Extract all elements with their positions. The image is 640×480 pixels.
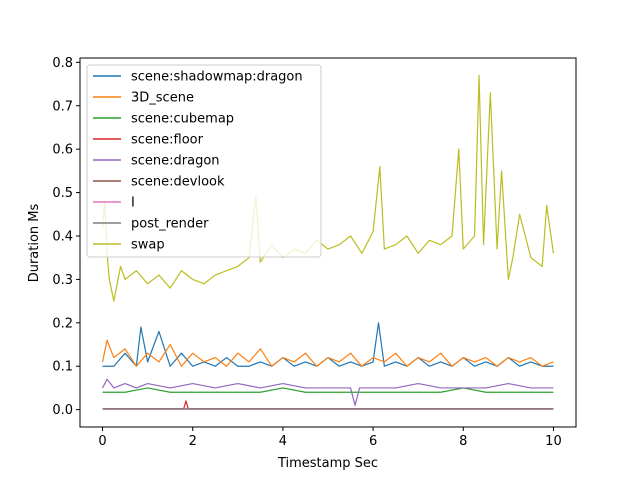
legend-label-2: scene:cubemap (131, 112, 234, 127)
x-axis-label: Timestamp Sec (277, 456, 378, 471)
y-tick-label: 0.7 (52, 99, 73, 114)
x-tick-label: 0 (98, 434, 106, 449)
legend-label-5: scene:devlook (131, 175, 225, 190)
y-tick-label: 0.1 (52, 360, 73, 375)
legend-label-0: scene:shadowmap:dragon (131, 70, 303, 85)
series-line-2 (102, 387, 554, 393)
legend-box (86, 64, 322, 258)
legend: scene:shadowmap:dragon 3D_scene scene:cube… (86, 64, 322, 258)
y-tick-label: 0.3 (52, 273, 73, 288)
legend-label-3: scene:floor (131, 133, 204, 148)
x-tick-label: 2 (189, 434, 197, 449)
plot-frame (79, 57, 577, 428)
y-tick-label: 0.6 (52, 143, 73, 158)
x-tick-label: 4 (279, 434, 287, 449)
y-axis-label: Duration Ms (27, 203, 42, 282)
legend-label-8: swap (131, 238, 165, 253)
x-tick-label: 8 (459, 434, 467, 449)
legend-label-7: post_render (131, 217, 209, 232)
y-tick-label: 0.2 (52, 316, 73, 331)
series-line-8 (101, 74, 555, 302)
x-tick-label: 6 (369, 434, 377, 449)
x-tick-label: 10 (545, 434, 562, 449)
legend-label-4: scene:dragon (131, 154, 220, 169)
series-line-4 (102, 378, 554, 406)
y-tick-label: 0.5 (52, 186, 73, 201)
y-axis: 0.0 0.1 0.2 0.3 0.4 0.5 0.6 0.7 0.8 (52, 56, 80, 418)
y-tick-label: 0.0 (52, 403, 73, 418)
series-line-1 (101, 339, 554, 367)
legend-label-1: 3D_scene (131, 91, 194, 106)
series-layer (101, 74, 555, 410)
legend-label-6: I (131, 196, 135, 211)
y-tick-label: 0.4 (52, 229, 73, 244)
x-axis: 0 2 4 6 8 10 (98, 427, 562, 449)
y-tick-label: 0.8 (52, 56, 73, 71)
